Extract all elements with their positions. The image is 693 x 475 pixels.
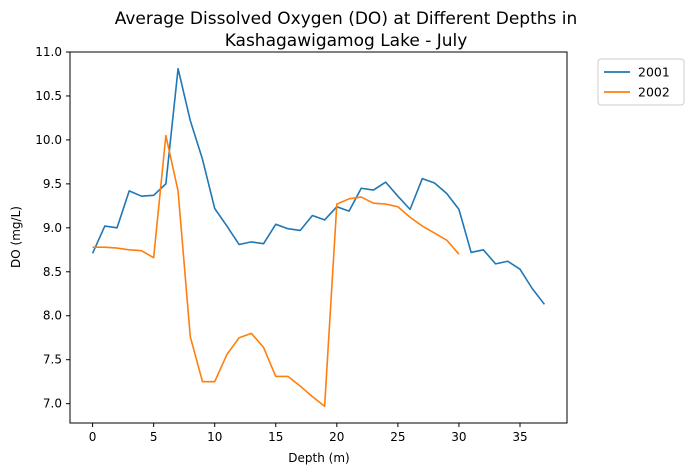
x-tick-label: 15 [268, 430, 283, 444]
chart-title-line-1: Average Dissolved Oxygen (DO) at Differe… [115, 9, 578, 29]
y-tick-label: 11.0 [35, 45, 62, 59]
series-line-2002 [92, 134, 460, 408]
x-tick-label: 35 [512, 430, 527, 444]
y-tick-label: 9.5 [43, 177, 62, 191]
legend-box [597, 58, 685, 106]
x-tick-label: 0 [89, 430, 97, 444]
y-tick-label: 10.0 [35, 133, 62, 147]
x-tick-label: 20 [329, 430, 344, 444]
x-tick-label: 30 [451, 430, 466, 444]
y-axis: 7.0 7.5 8.0 8.5 9.0 9.5 10.0 10.5 11.0 [35, 45, 70, 411]
y-tick-label: 8.5 [43, 265, 62, 279]
legend: 2001 2002 [597, 58, 685, 106]
x-tick-label: 10 [207, 430, 222, 444]
y-tick-label: 8.0 [43, 309, 62, 323]
x-axis-label: Depth (m) [288, 451, 349, 465]
y-tick-label: 9.0 [43, 221, 62, 235]
y-axis-label: DO (mg/L) [9, 206, 23, 268]
x-axis: 0 5 10 15 20 25 30 35 [89, 423, 528, 444]
y-tick-label: 7.5 [43, 353, 62, 367]
x-tick-label: 25 [390, 430, 405, 444]
y-tick-label: 10.5 [35, 89, 62, 103]
chart-title-line-2: Kashagawigamog Lake - July [225, 31, 468, 51]
series-layer [91, 67, 546, 408]
legend-entry-2002: 2002 [638, 85, 670, 100]
series-line-2001 [91, 67, 546, 305]
y-tick-label: 7.0 [43, 397, 62, 411]
x-tick-label: 5 [150, 430, 158, 444]
plot-area [69, 51, 568, 424]
legend-entry-2001: 2001 [638, 65, 670, 80]
